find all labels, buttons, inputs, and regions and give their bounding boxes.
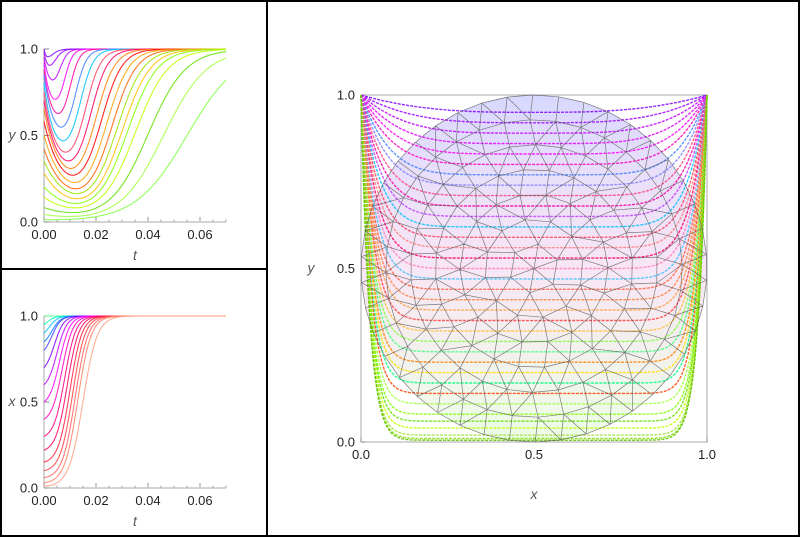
series-line <box>360 94 708 405</box>
series-line <box>360 94 708 436</box>
x-tick-label: 0.0 <box>352 447 370 462</box>
chart-y-vs-x: 0.0 0.5 1.0 0.0 0.5 1.0 x y <box>307 88 717 503</box>
series-line <box>360 94 708 440</box>
series-group <box>43 315 226 487</box>
series-line <box>360 94 708 415</box>
series-line <box>360 94 708 441</box>
y-tick-label: 1.0 <box>337 88 355 103</box>
series-line <box>360 94 708 353</box>
series-line <box>360 94 708 134</box>
y-tick-label: 0.0 <box>20 215 38 230</box>
series-line <box>43 315 226 386</box>
x-axis-title: t <box>133 513 138 529</box>
x-tick-label: 0.00 <box>31 493 56 508</box>
series-line <box>360 94 708 124</box>
series-line <box>360 94 708 384</box>
series-line <box>360 94 708 374</box>
series-line <box>43 48 226 81</box>
series-line <box>360 94 708 332</box>
series-line <box>43 315 226 403</box>
y-tick-label: 0.5 <box>337 261 355 276</box>
y-tick-label: 0.0 <box>337 435 355 450</box>
series-line <box>43 48 226 190</box>
series-group <box>43 48 227 221</box>
series-line <box>43 48 226 204</box>
x-tick-label: 0.00 <box>31 227 56 242</box>
series-line <box>360 94 708 290</box>
series-line <box>360 94 708 166</box>
chart-y-vs-t: 0.00 0.02 0.04 0.06 0.0 0.5 1.0 t y <box>8 42 227 263</box>
x-tick-label: 0.06 <box>187 493 212 508</box>
y-axis-title: x <box>8 393 17 409</box>
series-line <box>360 94 708 270</box>
x-tick-label: 0.04 <box>135 227 160 242</box>
series-line <box>360 94 708 395</box>
chart-panel-y-vs-t: 0.00 0.02 0.04 0.06 0.0 0.5 1.0 t y <box>0 0 268 270</box>
series-line <box>43 49 226 209</box>
y-axis-title: y <box>8 127 17 143</box>
y-tick-label: 0.5 <box>20 128 38 143</box>
x-axis-title: t <box>133 247 138 263</box>
series-line <box>360 94 708 311</box>
series-line <box>360 94 708 114</box>
mesh-group <box>361 94 707 443</box>
series-line <box>360 94 708 145</box>
x-tick-label: 0.02 <box>83 493 108 508</box>
series-line <box>360 94 708 280</box>
x-tick-label: 0.04 <box>135 493 160 508</box>
x-axis-title: x <box>530 486 539 502</box>
series-line <box>360 94 708 363</box>
series-line <box>360 94 708 228</box>
series-line <box>43 48 226 195</box>
chart-panel-phase-portrait: 0.0 0.5 1.0 0.0 0.5 1.0 x y <box>266 0 800 537</box>
series-line <box>43 57 227 218</box>
y-tick-label: 0.0 <box>20 481 38 496</box>
series-line <box>43 315 226 472</box>
series-line <box>43 315 226 487</box>
series-line <box>360 94 708 322</box>
y-tick-label: 1.0 <box>20 309 38 324</box>
mesh-edges <box>361 94 707 443</box>
x-tick-label: 1.0 <box>698 447 716 462</box>
series-line <box>44 79 227 221</box>
x-tick-label: 0.5 <box>525 447 543 462</box>
series-line <box>43 48 226 200</box>
series-line <box>43 48 226 162</box>
y-tick-label: 0.5 <box>20 395 38 410</box>
chart-panel-x-vs-t: 0.00 0.02 0.04 0.06 0.0 0.5 1.0 t x <box>0 268 268 537</box>
series-line <box>360 94 708 238</box>
y-tick-label: 1.0 <box>20 42 38 57</box>
series-line <box>360 94 708 429</box>
series-line <box>360 94 708 259</box>
x-tick-label: 0.06 <box>187 227 212 242</box>
series-line <box>43 48 226 153</box>
x-tick-label: 0.02 <box>83 227 108 242</box>
series-line <box>43 48 226 100</box>
series-line <box>360 94 708 218</box>
y-axis-title: y <box>307 260 316 276</box>
series-line <box>360 94 708 422</box>
series-line <box>360 94 708 249</box>
series-line <box>43 51 227 214</box>
series-line <box>360 94 708 301</box>
chart-x-vs-t: 0.00 0.02 0.04 0.06 0.0 0.5 1.0 t x <box>8 309 227 529</box>
series-line <box>43 315 226 479</box>
